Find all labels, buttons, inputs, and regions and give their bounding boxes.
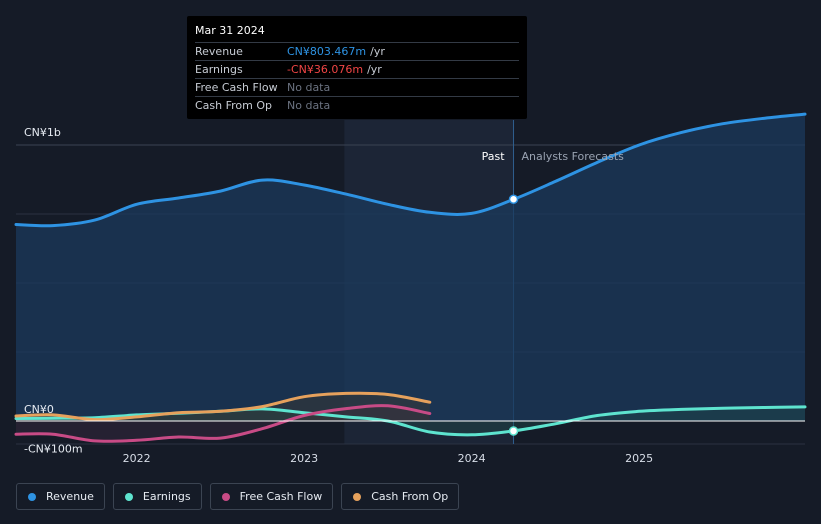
legend-label: Revenue: [46, 490, 94, 503]
tooltip-value: -CN¥36.076m: [287, 63, 364, 76]
tooltip-label: Earnings: [195, 63, 243, 76]
forecast-label: Analysts Forecasts: [522, 150, 625, 163]
legend-label: Cash From Op: [371, 490, 449, 503]
tooltip-unit: /yr: [367, 63, 382, 76]
tooltip-value: No data: [287, 99, 331, 112]
earnings-area: [16, 406, 805, 435]
tooltip-date: Mar 31 2024: [195, 24, 265, 37]
legend-label: Earnings: [142, 490, 191, 503]
tooltip: Mar 31 2024 Revenue CN¥803.467m /yr Earn…: [187, 16, 527, 119]
legend-item-free-cash-flow[interactable]: Free Cash Flow: [209, 483, 334, 510]
tooltip-value: No data: [287, 81, 331, 94]
x-tick-label: 2023: [290, 452, 318, 465]
x-tick-label: 2022: [123, 452, 151, 465]
tooltip-row-earnings: Earnings -CN¥36.076m /yr: [195, 60, 519, 78]
tooltip-row-cash-from-op: Cash From Op No data: [195, 96, 519, 114]
tooltip-value: CN¥803.467m: [287, 45, 367, 58]
legend-item-earnings[interactable]: Earnings: [112, 483, 202, 510]
legend-item-revenue[interactable]: Revenue: [16, 483, 105, 510]
cash-from-op-line: [14, 391, 432, 422]
tooltip-unit: /yr: [370, 45, 385, 58]
revenue-line: [14, 112, 807, 228]
legend-dot-icon: [353, 492, 362, 501]
legend-item-cash-from-op[interactable]: Cash From Op: [341, 483, 460, 510]
legend-dot-icon: [124, 492, 133, 501]
tooltip-row-free-cash-flow: Free Cash Flow No data: [195, 78, 519, 96]
tooltip-row-revenue: Revenue CN¥803.467m /yr: [195, 42, 519, 60]
earnings-line: [14, 405, 807, 437]
past-label: Past: [482, 150, 506, 163]
legend-label: Free Cash Flow: [239, 490, 323, 503]
y-axis-label: -CN¥100m: [24, 443, 83, 456]
tooltip-label: Revenue: [195, 45, 243, 58]
free-cash-flow-line: [14, 404, 432, 443]
tooltip-label: Cash From Op: [195, 99, 273, 112]
legend-dot-icon: [221, 492, 230, 501]
x-tick-label: 2025: [625, 452, 653, 465]
y-axis-label: CN¥1b: [24, 126, 61, 139]
y-axis-label: CN¥0: [24, 403, 54, 416]
tooltip-label: Free Cash Flow: [195, 81, 278, 94]
earnings-marker: [508, 426, 519, 436]
revenue-marker: [508, 194, 519, 204]
revenue-area: [16, 114, 805, 421]
x-tick-label: 2024: [458, 452, 486, 465]
legend: Revenue Earnings Free Cash Flow Cash Fro…: [16, 483, 460, 510]
legend-dot-icon: [28, 492, 36, 501]
